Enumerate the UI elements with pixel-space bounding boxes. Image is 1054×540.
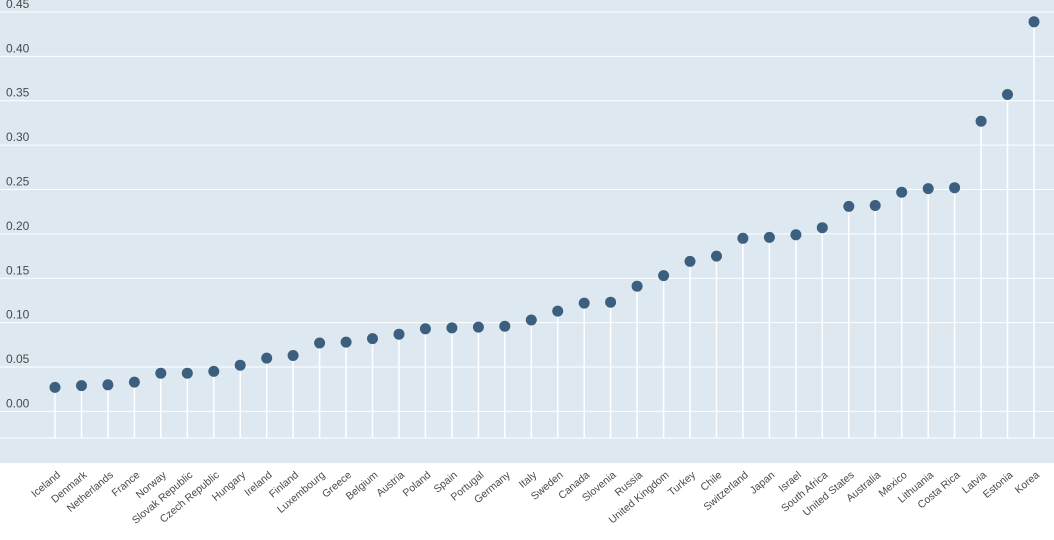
y-tick-label-0-00: 0.00 [6,396,30,410]
data-point-turkey [684,255,696,267]
data-point-germany [499,320,511,332]
data-point-slovenia [605,296,617,308]
data-point-australia [869,200,881,211]
x-tick-label-korea: Korea [1013,469,1042,496]
x-tick-label-turkey: Turkey [666,469,699,499]
y-tick-label-0-30: 0.30 [6,130,30,144]
data-point-mexico [896,186,908,198]
data-point-poland [419,323,431,335]
data-point-iceland [49,381,61,393]
data-point-austria [393,328,405,340]
y-tick-label-0-15: 0.15 [6,263,30,277]
data-point-sweden [552,305,564,317]
data-point-united-kingdom [658,270,670,282]
data-point-denmark [76,380,87,392]
data-points [49,16,1040,393]
data-point-slovak-republic [181,367,193,379]
data-point-chile [711,250,722,262]
y-tick-label-0-05: 0.05 [6,352,30,366]
data-point-japan [763,231,775,243]
data-point-canada [578,297,590,309]
data-point-russia [631,280,643,292]
data-point-finland [287,350,299,361]
data-point-hungary [234,359,246,371]
data-point-italy [525,314,537,326]
y-tick-label-0-20: 0.20 [6,219,30,233]
data-point-portugal [472,321,484,333]
lollipop-stems [54,21,1035,438]
data-point-switzerland [737,232,749,244]
data-point-south-africa [816,222,828,234]
data-point-israel [790,229,802,241]
data-point-lithuania [922,183,934,195]
data-point-france [128,376,140,388]
y-tick-label-0-10: 0.10 [6,308,30,322]
data-point-latvia [975,115,987,127]
y-tick-label-0-40: 0.40 [6,41,30,55]
data-point-korea [1028,16,1040,28]
data-point-czech-republic [208,365,220,377]
x-tick-label-poland: Poland [401,469,434,499]
x-tick-label-austria: Austria [374,469,407,499]
x-axis-tick-labels: IcelandDenmarkNetherlandsFranceNorwaySlo… [29,469,1042,527]
data-point-netherlands [102,379,114,391]
data-point-spain [446,322,458,334]
y-tick-label-0-35: 0.35 [6,86,30,100]
data-point-costa-rica [949,182,961,194]
y-tick-label-0-45: 0.45 [6,0,30,11]
data-point-united-states [843,200,855,212]
gridlines [0,11,1054,439]
x-tick-label-estonia: Estonia [981,469,1016,501]
data-point-greece [340,336,352,348]
data-point-estonia [1002,89,1013,100]
y-axis-tick-labels: 0.45 0.40 0.35 0.30 0.25 0.20 0.15 0.10 0.05 0.00 [6,0,30,410]
y-tick-label-0-25: 0.25 [6,175,30,189]
x-tick-label-japan: Japan [748,469,778,497]
data-point-ireland [261,352,273,364]
plot-background [0,0,1054,463]
data-point-belgium [367,333,378,345]
data-point-luxembourg [314,337,326,349]
data-point-norway [155,367,167,379]
